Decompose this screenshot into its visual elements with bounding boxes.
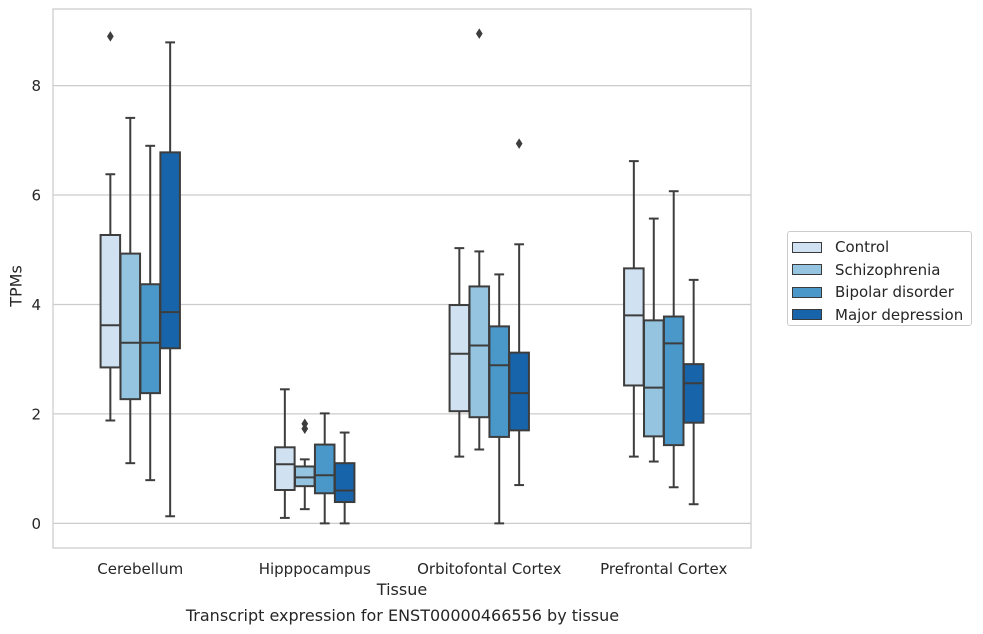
- legend-swatch: [792, 241, 822, 253]
- box-control: [274, 388, 296, 519]
- iqr-box: [119, 252, 142, 401]
- box-bipolar-disorder: [662, 190, 685, 489]
- legend: Control Schizophrenia Bipolar disorder M…: [787, 231, 972, 326]
- box-bipolar-disorder: [139, 144, 161, 482]
- iqr-box: [139, 283, 161, 395]
- x-tick-label: Orbitofontal Cortex: [417, 560, 561, 578]
- box-schizophrenia: [294, 418, 316, 511]
- iqr-box: [643, 319, 665, 438]
- x-axis-title: Tissue: [376, 580, 428, 599]
- iqr-box: [333, 462, 356, 504]
- legend-item-control: Control: [792, 236, 971, 259]
- box-control: [623, 160, 645, 458]
- y-tick-label: 4: [31, 296, 41, 314]
- iqr-box: [682, 363, 705, 424]
- box-schizophrenia: [468, 28, 491, 451]
- box-bipolar-disorder: [488, 273, 510, 525]
- outlier-point: [301, 418, 309, 430]
- iqr-box: [294, 465, 316, 488]
- legend-swatch: [792, 286, 822, 298]
- legend-item-major-depression: Major depression: [792, 304, 971, 327]
- x-tick-labels: Cerebellum Hipppocampus Orbitofontal Corte…: [97, 560, 727, 578]
- legend-label: Control: [835, 238, 890, 257]
- x-tick-label: Prefrontal Cortex: [600, 560, 727, 578]
- iqr-box: [662, 315, 685, 447]
- boxes-layer: [99, 28, 705, 525]
- legend-swatch: [792, 264, 822, 276]
- iqr-box: [488, 325, 510, 438]
- x-tick-label: Hipppocampus: [259, 560, 371, 578]
- y-tick-label: 0: [31, 515, 41, 533]
- outlier-point: [515, 138, 523, 149]
- iqr-box: [468, 285, 491, 419]
- plot-area-frame: [52, 8, 752, 549]
- box-major-depression: [682, 278, 705, 506]
- iqr-box: [508, 351, 530, 432]
- box-bipolar-disorder: [313, 412, 336, 525]
- iqr-box: [313, 443, 336, 495]
- iqr-box: [274, 446, 296, 491]
- iqr-box: [159, 151, 181, 350]
- y-tick-label: 2: [31, 405, 41, 423]
- chart-caption: Transcript expression for ENST0000046655…: [185, 606, 620, 625]
- y-tick-labels: 0 2 4 6 8: [31, 77, 41, 533]
- box-major-depression: [508, 138, 530, 487]
- box-control: [99, 31, 122, 422]
- y-axis-title: TPMs: [6, 265, 26, 307]
- box-major-depression: [333, 431, 356, 525]
- x-tick-label: Cerebellum: [97, 560, 183, 578]
- box-schizophrenia: [643, 217, 665, 463]
- box-schizophrenia: [119, 116, 142, 465]
- legend-label: Schizophrenia: [835, 260, 941, 279]
- y-tick-label: 6: [31, 187, 41, 205]
- outlier-point: [475, 28, 483, 39]
- iqr-box: [623, 267, 645, 387]
- y-tick-label: 8: [31, 77, 41, 95]
- legend-label: Bipolar disorder: [835, 283, 954, 302]
- legend-label: Major depression: [835, 305, 964, 324]
- legend-item-bipolar-disorder: Bipolar disorder: [792, 281, 971, 304]
- box-major-depression: [159, 41, 181, 518]
- box-control: [448, 247, 471, 458]
- legend-swatch: [792, 309, 822, 321]
- iqr-box: [99, 233, 122, 369]
- iqr-box: [448, 304, 471, 413]
- outlier-point: [106, 31, 114, 42]
- legend-item-schizophrenia: Schizophrenia: [792, 259, 971, 282]
